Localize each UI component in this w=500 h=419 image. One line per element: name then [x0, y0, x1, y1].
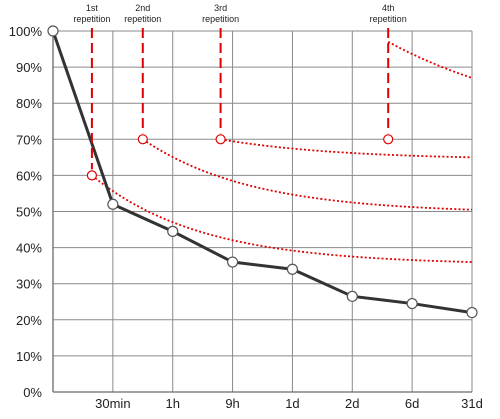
- y-tick-label: 50%: [16, 205, 42, 220]
- y-tick-label: 70%: [16, 132, 42, 147]
- grid: [52, 30, 473, 393]
- y-tick-label: 80%: [16, 96, 42, 111]
- data-points: [47, 25, 478, 319]
- x-tick-label: 1d: [285, 396, 299, 411]
- y-tick-label: 10%: [16, 349, 42, 364]
- y-tick-label: 30%: [16, 277, 42, 292]
- x-tick-label: 6d: [405, 396, 419, 411]
- y-tick-label: 100%: [9, 24, 43, 39]
- repetition-label: 3rd: [214, 3, 227, 13]
- y-tick-label: 0%: [23, 385, 42, 400]
- repetition-point: [86, 170, 98, 181]
- forgetting-curve-point: [406, 297, 418, 310]
- repetition-label: 4th: [382, 3, 395, 13]
- forgetting-curve-point: [466, 306, 478, 319]
- x-tick-label: 31d: [461, 396, 483, 411]
- forgetting-curve-point: [47, 25, 59, 37]
- repetition-decay-curve: [91, 174, 473, 263]
- y-tick-label: 60%: [16, 168, 42, 183]
- repetition-markers: 1strepetition2ndrepetition3rdrepetition4…: [73, 3, 407, 170]
- repetition-decay-curve: [220, 138, 473, 159]
- repetition-label: 1st: [86, 3, 99, 13]
- x-tick-label: 2d: [345, 396, 359, 411]
- repetition-point: [383, 134, 394, 145]
- repetition-point: [137, 134, 148, 145]
- x-tick-label: 30min: [95, 396, 130, 411]
- forgetting-curve-point: [286, 263, 299, 275]
- repetition-label: repetition: [124, 14, 161, 24]
- x-tick-label: 1h: [165, 396, 179, 411]
- repetition-decay-curve: [387, 41, 473, 79]
- forgetting-curve-line: [51, 30, 473, 315]
- forgetting-curve-point: [346, 290, 358, 302]
- repetition-point: [215, 134, 226, 145]
- x-tick-label: 9h: [225, 396, 239, 411]
- forgetting-curve-point: [167, 225, 179, 237]
- forgetting-curve-point: [226, 256, 239, 268]
- y-tick-label: 20%: [16, 313, 42, 328]
- forgetting-curve-point: [107, 198, 119, 210]
- y-tick-label: 40%: [16, 241, 42, 256]
- repetition-label: repetition: [370, 14, 407, 24]
- repetition-label: 2nd: [135, 3, 150, 13]
- y-tick-label: 90%: [16, 60, 42, 75]
- axis-labels: 0% 10% 20% 30% 40% 50% 60% 70% 80% 90% 100% 30min 1h…: [9, 24, 483, 411]
- curves: [51, 30, 473, 315]
- repetition-label: repetition: [202, 14, 239, 24]
- repetition-decay-curve: [142, 138, 473, 211]
- repetition-label: repetition: [73, 14, 110, 24]
